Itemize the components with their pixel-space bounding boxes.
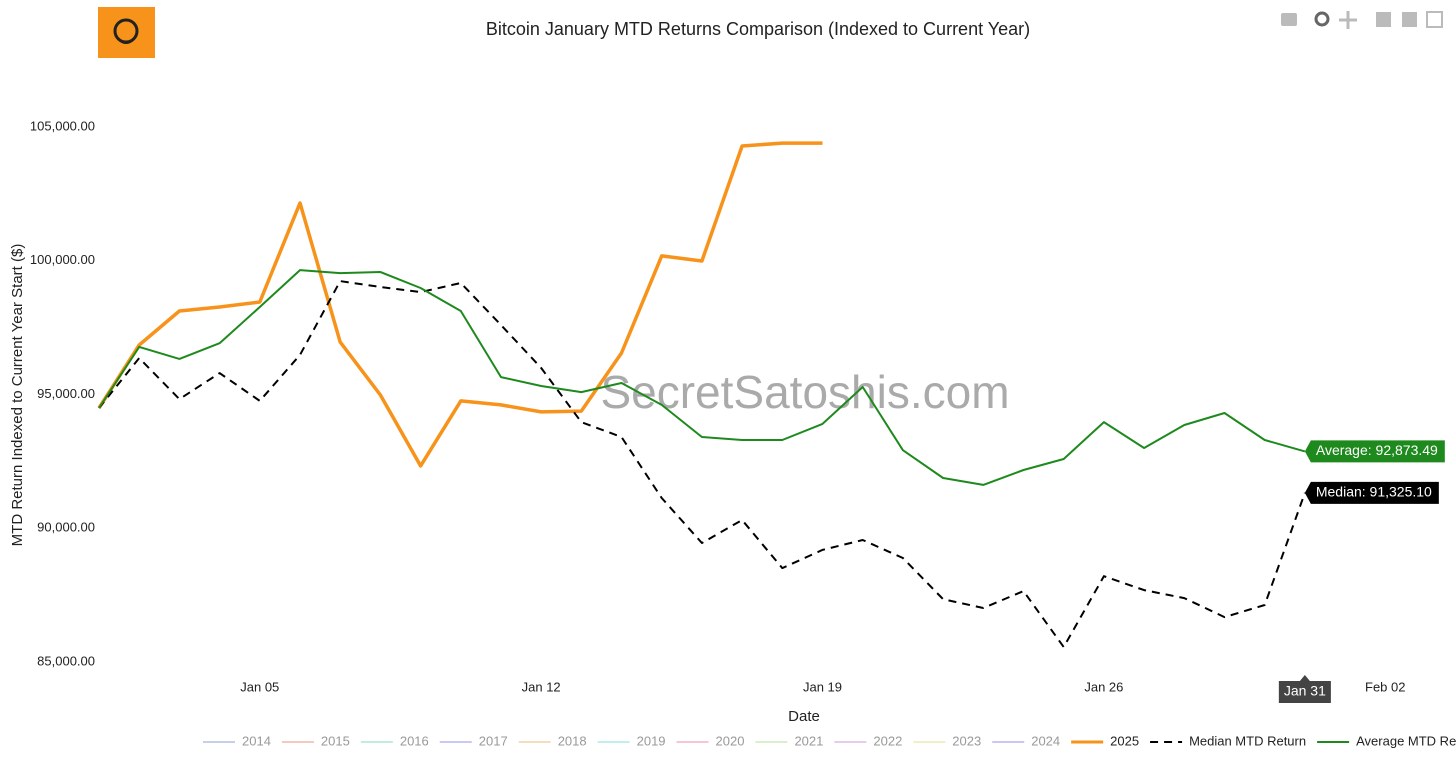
legend-label: 2017 [479, 733, 508, 748]
y-tick-label: 100,000.00 [30, 252, 95, 267]
legend-item[interactable]: 2022 [834, 733, 902, 748]
legend-item[interactable]: 2015 [281, 733, 350, 748]
logo [98, 7, 155, 58]
chart-title: Bitcoin January MTD Returns Comparison (… [486, 19, 1030, 39]
x-tick-label: Jan 19 [803, 679, 842, 694]
legend-item[interactable]: 2021 [755, 733, 823, 748]
legend-label: 2020 [716, 733, 745, 748]
end-label: Average: 92,873.49 [1304, 440, 1445, 463]
legend-item[interactable]: 2018 [518, 733, 587, 748]
legend-item[interactable]: 2024 [992, 733, 1060, 748]
x-tick-label: Feb 02 [1365, 679, 1405, 694]
legend-item[interactable]: 2014 [203, 733, 271, 748]
legend-item[interactable]: 2019 [597, 733, 666, 748]
legend-item[interactable]: Median MTD Return [1150, 733, 1306, 748]
y-tick-label: 105,000.00 [30, 118, 95, 133]
end-label-text: Median: 91,325.10 [1316, 484, 1432, 500]
legend-item[interactable]: 2020 [676, 733, 745, 748]
series-line [98, 269, 1306, 486]
hover-label-text: Jan 31 [1284, 683, 1326, 699]
legend-label: Median MTD Return [1189, 733, 1306, 748]
x-tick-label: Jan 05 [240, 679, 279, 694]
y-axis-label: MTD Return Indexed to Current Year Start… [9, 244, 26, 547]
legend-label: 2018 [558, 733, 587, 748]
end-label-box [1304, 481, 1439, 504]
watermark: SecretSatoshis.com [600, 366, 1009, 418]
legend-label: 2022 [873, 733, 902, 748]
legend-label: 2023 [952, 733, 981, 748]
legend-item[interactable]: 2016 [360, 733, 429, 748]
legend-item[interactable]: Average MTD Return [1317, 733, 1456, 748]
legend-item[interactable]: 2017 [439, 733, 508, 748]
legend-label: 2024 [1031, 733, 1060, 748]
legend-label: 2015 [321, 733, 350, 748]
y-tick-label: 85,000.00 [37, 653, 95, 668]
toolbar[interactable] [1281, 11, 1443, 29]
y-tick-label: 90,000.00 [37, 520, 95, 535]
end-label-box [1304, 440, 1445, 463]
end-label-text: Average: 92,873.49 [1316, 442, 1438, 458]
hover-label-box [1278, 675, 1331, 703]
hover-label: Jan 31 [1278, 675, 1331, 703]
x-tick-label: Jan 26 [1084, 679, 1123, 694]
y-tick-label: 95,000.00 [37, 386, 95, 401]
x-axis-label: Date [788, 708, 820, 725]
series-line [97, 141, 823, 468]
legend-item[interactable]: 2023 [913, 733, 981, 748]
legend-label: 2021 [794, 733, 823, 748]
legend-label: 2019 [637, 733, 666, 748]
series-line [98, 280, 1306, 648]
legend-label: 2025 [1110, 733, 1139, 748]
legend-item[interactable]: 2025 [1071, 733, 1139, 748]
legend-label: 2014 [242, 733, 271, 748]
legend-label: 2016 [400, 733, 429, 748]
x-tick-label: Jan 12 [522, 679, 561, 694]
legend-label: Average MTD Return [1356, 733, 1456, 748]
end-label: Median: 91,325.10 [1304, 481, 1439, 504]
